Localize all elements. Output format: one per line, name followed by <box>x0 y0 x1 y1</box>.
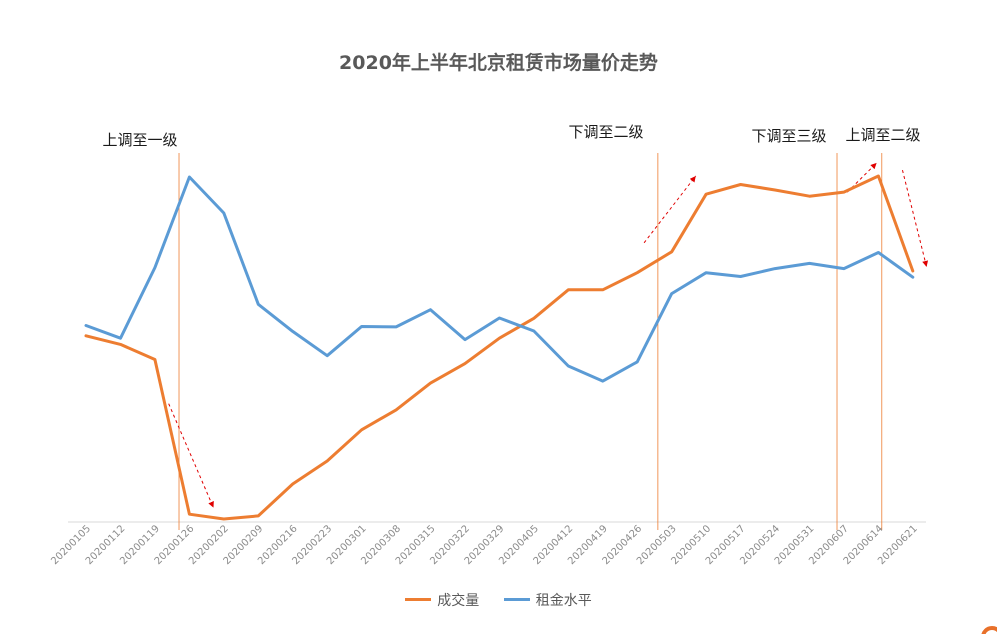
trend-arrow-0 <box>168 403 214 508</box>
legend: 成交量 租金水平 <box>0 589 997 610</box>
marker-lines <box>178 153 883 530</box>
trend-arrows <box>168 162 929 508</box>
series-lines <box>84 174 915 521</box>
annotation-label-0: 上调至一级 <box>102 131 177 149</box>
legend-label-rent: 租金水平 <box>535 592 592 609</box>
legend-item-volume[interactable]: 成交量 <box>405 590 479 610</box>
legend-swatch-rent <box>503 598 530 601</box>
series-line-1 <box>84 175 915 383</box>
annotation-label-3: 上调至二级 <box>845 126 920 144</box>
orange-logo-arc-icon <box>977 622 997 634</box>
trend-arrow-1 <box>643 175 697 244</box>
legend-swatch-volume <box>405 598 432 601</box>
x-tick-labels: 2020010520200112202001192020012620200202… <box>49 523 920 567</box>
chart-title: 2020年上半年北京租赁市场量价走势 <box>339 52 658 74</box>
legend-label-volume: 成交量 <box>437 592 480 609</box>
annotation-label-2: 下调至三级 <box>751 127 826 145</box>
legend-item-rent[interactable]: 租金水平 <box>503 590 592 610</box>
annotation-label-1: 下调至二级 <box>568 123 643 141</box>
trend-arrow-3 <box>901 170 929 267</box>
series-line-0 <box>84 174 915 521</box>
annotation-labels: 上调至一级 下调至二级 下调至三级 上调至二级 <box>102 123 920 149</box>
